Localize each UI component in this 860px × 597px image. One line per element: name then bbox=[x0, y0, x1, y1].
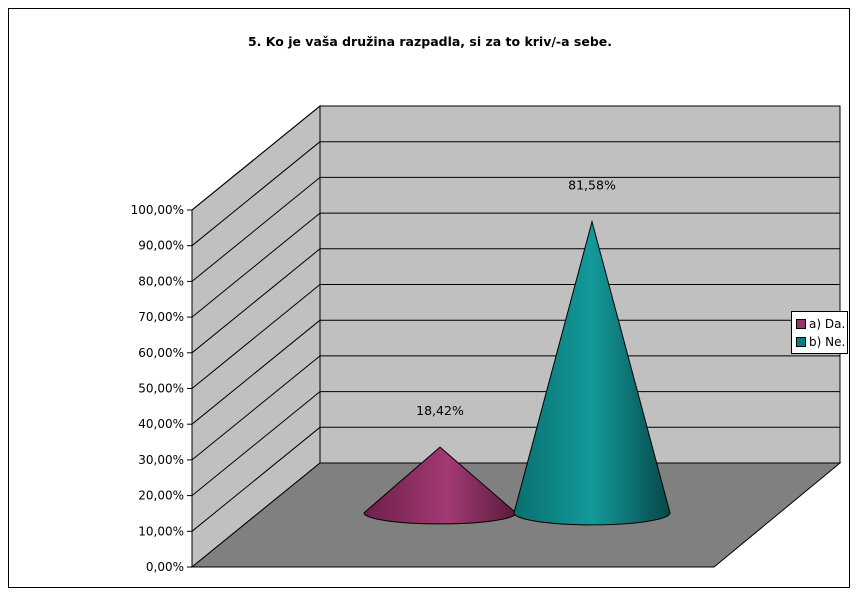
legend-label-da: a) Da. bbox=[809, 317, 846, 331]
y-tick-label: 30,00% bbox=[138, 453, 184, 467]
data-label-da: 18,42% bbox=[416, 403, 464, 418]
data-label-ne: 81,58% bbox=[568, 178, 616, 193]
legend-swatch-da bbox=[796, 319, 806, 329]
gridline-side bbox=[191, 141, 321, 247]
y-tick-label: 50,00% bbox=[138, 382, 184, 396]
y-tick-label: 10,00% bbox=[138, 524, 184, 538]
y-tick-label: 40,00% bbox=[138, 417, 184, 431]
gridline-side bbox=[191, 177, 321, 282]
gridline-side bbox=[191, 391, 321, 496]
y-tick-label: 70,00% bbox=[138, 310, 184, 324]
gridline-side bbox=[191, 284, 321, 389]
y-tick-label: 20,00% bbox=[138, 489, 184, 503]
y-tick-label: 90,00% bbox=[138, 239, 184, 253]
chart-title: 5. Ko je vaša družina razpadla, si za to… bbox=[247, 34, 612, 49]
y-tick-label: 0,00% bbox=[146, 560, 184, 574]
gridline-side bbox=[191, 212, 321, 318]
y-tick-label: 80,00% bbox=[138, 274, 184, 288]
legend-swatch-ne bbox=[796, 337, 806, 347]
y-tick-label: 60,00% bbox=[138, 346, 184, 360]
gridline-side bbox=[191, 105, 321, 211]
legend-item-da: a) Da. bbox=[796, 316, 845, 332]
cone-da bbox=[363, 446, 517, 525]
y-tick-label: 100,00% bbox=[131, 203, 184, 217]
legend-item-ne: b) Ne. bbox=[796, 334, 845, 350]
legend-label-ne: b) Ne. bbox=[809, 335, 846, 349]
cone-ne bbox=[513, 219, 671, 526]
gridline-side bbox=[191, 248, 321, 354]
chart-legend: a) Da. b) Ne. bbox=[791, 311, 848, 354]
gridline-side bbox=[191, 319, 321, 425]
gridline-side bbox=[191, 426, 321, 532]
gridline-side bbox=[191, 355, 321, 461]
